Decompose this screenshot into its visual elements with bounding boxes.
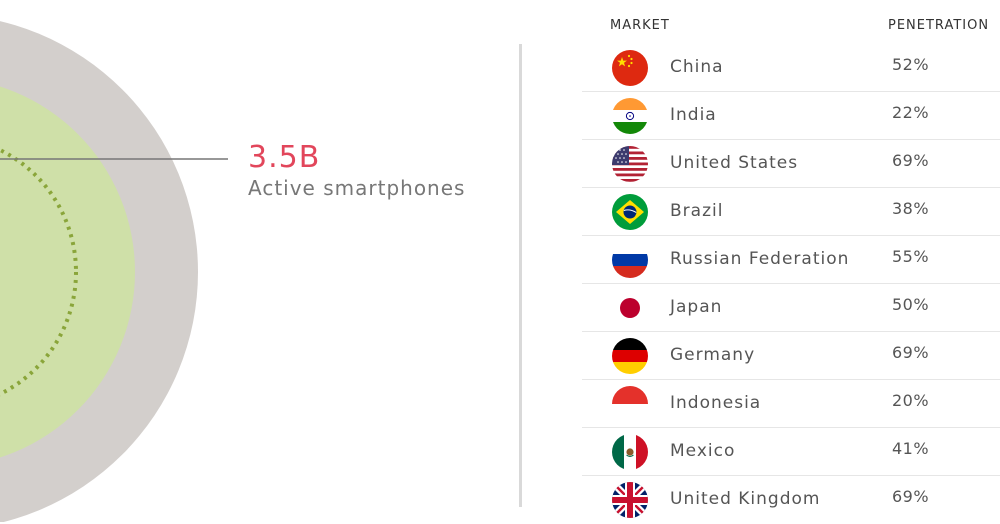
dotted-ring [0,147,78,397]
table-header: MARKET PENETRATION [0,18,1000,38]
penetration-value: 20% [892,391,930,410]
penetration-value: 69% [892,487,930,506]
table-row: Germany 69% [582,332,1000,380]
penetration-value: 41% [892,439,930,458]
country-name: Indonesia [670,393,762,413]
country-name: United States [670,153,799,173]
country-name: Germany [670,345,756,365]
table-row: Russian Federation 55% [582,236,1000,284]
table-row: United Kingdom 69% [582,476,1000,524]
table-row: Indonesia 20% [582,380,1000,428]
table-row: Brazil 38% [582,188,1000,236]
japan-flag-icon [612,290,648,326]
penetration-value: 52% [892,55,930,74]
country-name: Mexico [670,441,736,461]
country-name: Brazil [670,201,724,221]
market-column-header: MARKET [610,18,670,33]
table-row: Japan 50% [582,284,1000,332]
united-kingdom-flag-icon [612,482,648,518]
concentric-circles [0,21,228,522]
inner-circle [0,86,135,458]
russia-flag-icon [612,242,648,278]
country-name: United Kingdom [670,489,821,509]
country-name: China [670,57,724,77]
penetration-value: 22% [892,103,930,122]
penetration-value: 50% [892,295,930,314]
brazil-flag-icon [612,194,648,230]
country-name: Russian Federation [670,249,850,269]
united-states-flag-icon [612,146,648,182]
penetration-value: 69% [892,151,930,170]
active-smartphones-label: Active smartphones [248,176,466,200]
table-row: United States 69% [582,140,1000,188]
table-row: China 52% [582,44,1000,92]
market-table: China 52% India 22% [582,44,1000,524]
vertical-divider [519,44,522,507]
smartphone-circle-graphic [0,21,228,522]
china-flag-icon [612,50,648,86]
active-smartphones-value: 3.5B [248,140,321,175]
indonesia-flag-icon [612,386,648,422]
penetration-value: 55% [892,247,930,266]
germany-flag-icon [612,338,648,374]
country-name: India [670,105,717,125]
india-flag-icon [612,98,648,134]
table-row: India 22% [582,92,1000,140]
table-row: Mexico 41% [582,428,1000,476]
penetration-value: 69% [892,343,930,362]
penetration-column-header: PENETRATION [888,18,990,33]
mexico-flag-icon [612,434,648,470]
penetration-value: 38% [892,199,930,218]
country-name: Japan [670,297,723,317]
